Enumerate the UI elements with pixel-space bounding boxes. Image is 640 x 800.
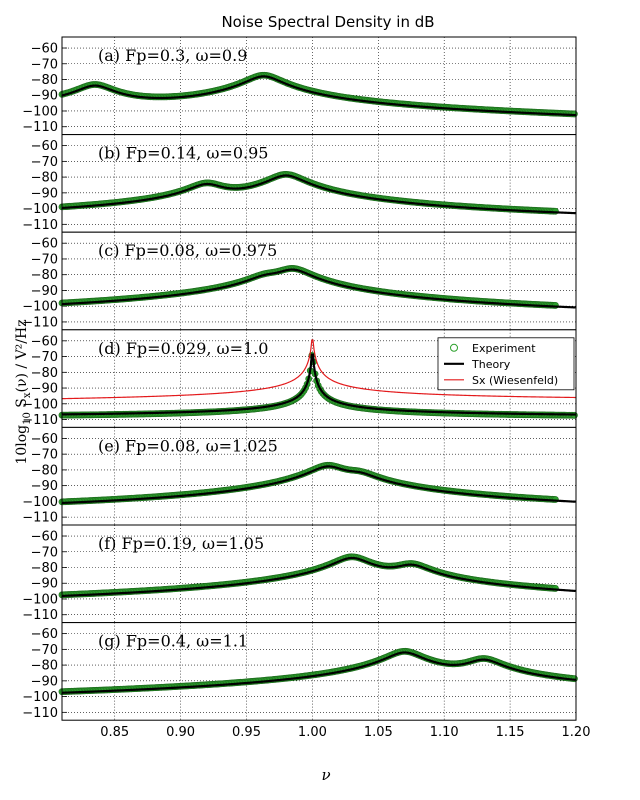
y-tick-label: −90 — [31, 479, 58, 494]
chart-title: Noise Spectral Density in dB — [221, 13, 434, 31]
y-tick-label: −100 — [22, 202, 58, 217]
theory-curve — [61, 174, 576, 215]
y-tick-label: −80 — [31, 659, 58, 674]
y-tick-label: −110 — [22, 511, 58, 526]
panel-label: (d) Fp=0.029, ω=1.0 — [98, 339, 268, 358]
panel-background — [62, 427, 576, 525]
x-tick-label: 0.85 — [100, 725, 129, 740]
theory-curve — [61, 353, 576, 416]
panel-g: −60−70−80−90−100−110 (g) Fp=0.4, ω=1.1 — [22, 622, 578, 721]
y-tick-label: −110 — [22, 608, 58, 623]
theory-curve — [61, 651, 576, 694]
y-tick-label: −90 — [31, 89, 58, 104]
y-tick-label: −100 — [22, 592, 58, 607]
y-tick-label: −60 — [31, 237, 58, 252]
legend-entry: Sx (Wiesenfeld) — [472, 374, 558, 387]
legend: Experiment Theory Sx (Wiesenfeld) — [437, 337, 575, 391]
y-tick-label: −90 — [31, 382, 58, 397]
y-tick-label: −80 — [31, 73, 58, 88]
y-axis-label: 10log10 Sx(ν) / V²/Hz — [14, 319, 33, 464]
y-tick-label: −100 — [22, 104, 58, 119]
y-tick-label: −100 — [22, 300, 58, 315]
panels-group: −60−70−80−90−100−110(a) Fp=0.3, ω=0.9−60… — [22, 36, 578, 721]
panel-a: −60−70−80−90−100−110 (a) Fp=0.3, ω=0.9 — [22, 36, 578, 135]
y-tick-label: −70 — [31, 350, 58, 365]
y-tick-label: −110 — [22, 706, 58, 721]
x-axis-label: ν — [321, 766, 330, 784]
y-tick-label: −60 — [31, 334, 58, 349]
panel-label: (a) Fp=0.3, ω=0.9 — [98, 46, 247, 65]
panel-b: −60−70−80−90−100−110 (b) Fp=0.14, ω=0.95 — [22, 134, 577, 233]
theory-curve — [61, 268, 576, 309]
wiesenfeld-curve — [61, 339, 576, 400]
y-tick-label: −70 — [31, 57, 58, 72]
y-tick-label: −70 — [31, 545, 58, 560]
x-tick-label: 1.20 — [562, 725, 591, 740]
y-tick-label: −110 — [22, 218, 58, 233]
svg-text:10log10 Sx(ν) / V²/Hz: 10log10 Sx(ν) / V²/Hz — [14, 319, 33, 464]
legend-entry: Theory — [471, 358, 511, 371]
y-tick-label: −90 — [31, 674, 58, 689]
y-tick-label: −110 — [22, 120, 58, 135]
y-tick-label: −70 — [31, 643, 58, 658]
y-tick-label: −70 — [31, 448, 58, 463]
x-tick-label: 1.05 — [364, 725, 393, 740]
theory-curve — [61, 465, 576, 505]
y-tick-label: −70 — [31, 252, 58, 267]
x-tick-label: 1.10 — [430, 725, 459, 740]
y-tick-label: −90 — [31, 186, 58, 201]
panel-c: −60−70−80−90−100−110 (c) Fp=0.08, ω=0.975 — [22, 231, 577, 330]
theory-curve — [61, 556, 576, 598]
panel-background — [62, 525, 576, 623]
y-tick-label: −110 — [22, 315, 58, 330]
y-tick-label: −60 — [31, 530, 58, 545]
panel-label: (g) Fp=0.4, ω=1.1 — [98, 632, 248, 651]
y-tick-label: −60 — [31, 139, 58, 154]
theory-curve — [61, 75, 576, 117]
x-tick-label: 1.15 — [496, 725, 525, 740]
legend-experiment-marker — [450, 343, 458, 352]
y-tick-label: −80 — [31, 366, 58, 381]
y-tick-label: −80 — [31, 561, 58, 576]
y-tick-label: −90 — [31, 284, 58, 299]
panel-e: −60−70−80−90−100−110 (e) Fp=0.08, ω=1.025 — [22, 426, 577, 526]
y-tick-label: −60 — [31, 432, 58, 447]
panel-f: −60−70−80−90−100−110 (f) Fp=0.19, ω=1.05 — [22, 524, 577, 623]
panel-label: (e) Fp=0.08, ω=1.025 — [98, 436, 278, 455]
y-tick-label: −60 — [31, 627, 58, 642]
panel-label: (b) Fp=0.14, ω=0.95 — [98, 144, 268, 163]
panel-background — [62, 37, 576, 135]
y-tick-label: −80 — [31, 268, 58, 283]
x-tick-label: 0.90 — [166, 725, 195, 740]
y-tick-label: −100 — [22, 495, 58, 510]
y-tick-label: −110 — [22, 413, 58, 428]
x-tick-labels: 0.85 0.90 0.95 1.00 1.05 1.10 1.15 1.20 — [100, 725, 590, 740]
panel-d: −60−70−80−90−100−110 (d) Fp=0.029, ω=1.0 E… — [22, 329, 578, 428]
y-tick-label: −100 — [22, 397, 58, 412]
legend-entry: Experiment — [472, 342, 536, 355]
y-tick-label: −100 — [22, 690, 58, 705]
x-tick-label: 1.00 — [298, 725, 327, 740]
y-tick-label: −60 — [31, 42, 58, 57]
panel-label: (c) Fp=0.08, ω=0.975 — [98, 241, 277, 260]
y-tick-label: −80 — [31, 171, 58, 186]
x-tick-label: 0.95 — [232, 725, 261, 740]
panel-frame — [61, 622, 577, 721]
y-tick-label: −90 — [31, 577, 58, 592]
panel-label: (f) Fp=0.19, ω=1.05 — [98, 534, 264, 553]
y-tick-label: −80 — [31, 463, 58, 478]
y-tick-label: −70 — [31, 155, 58, 170]
